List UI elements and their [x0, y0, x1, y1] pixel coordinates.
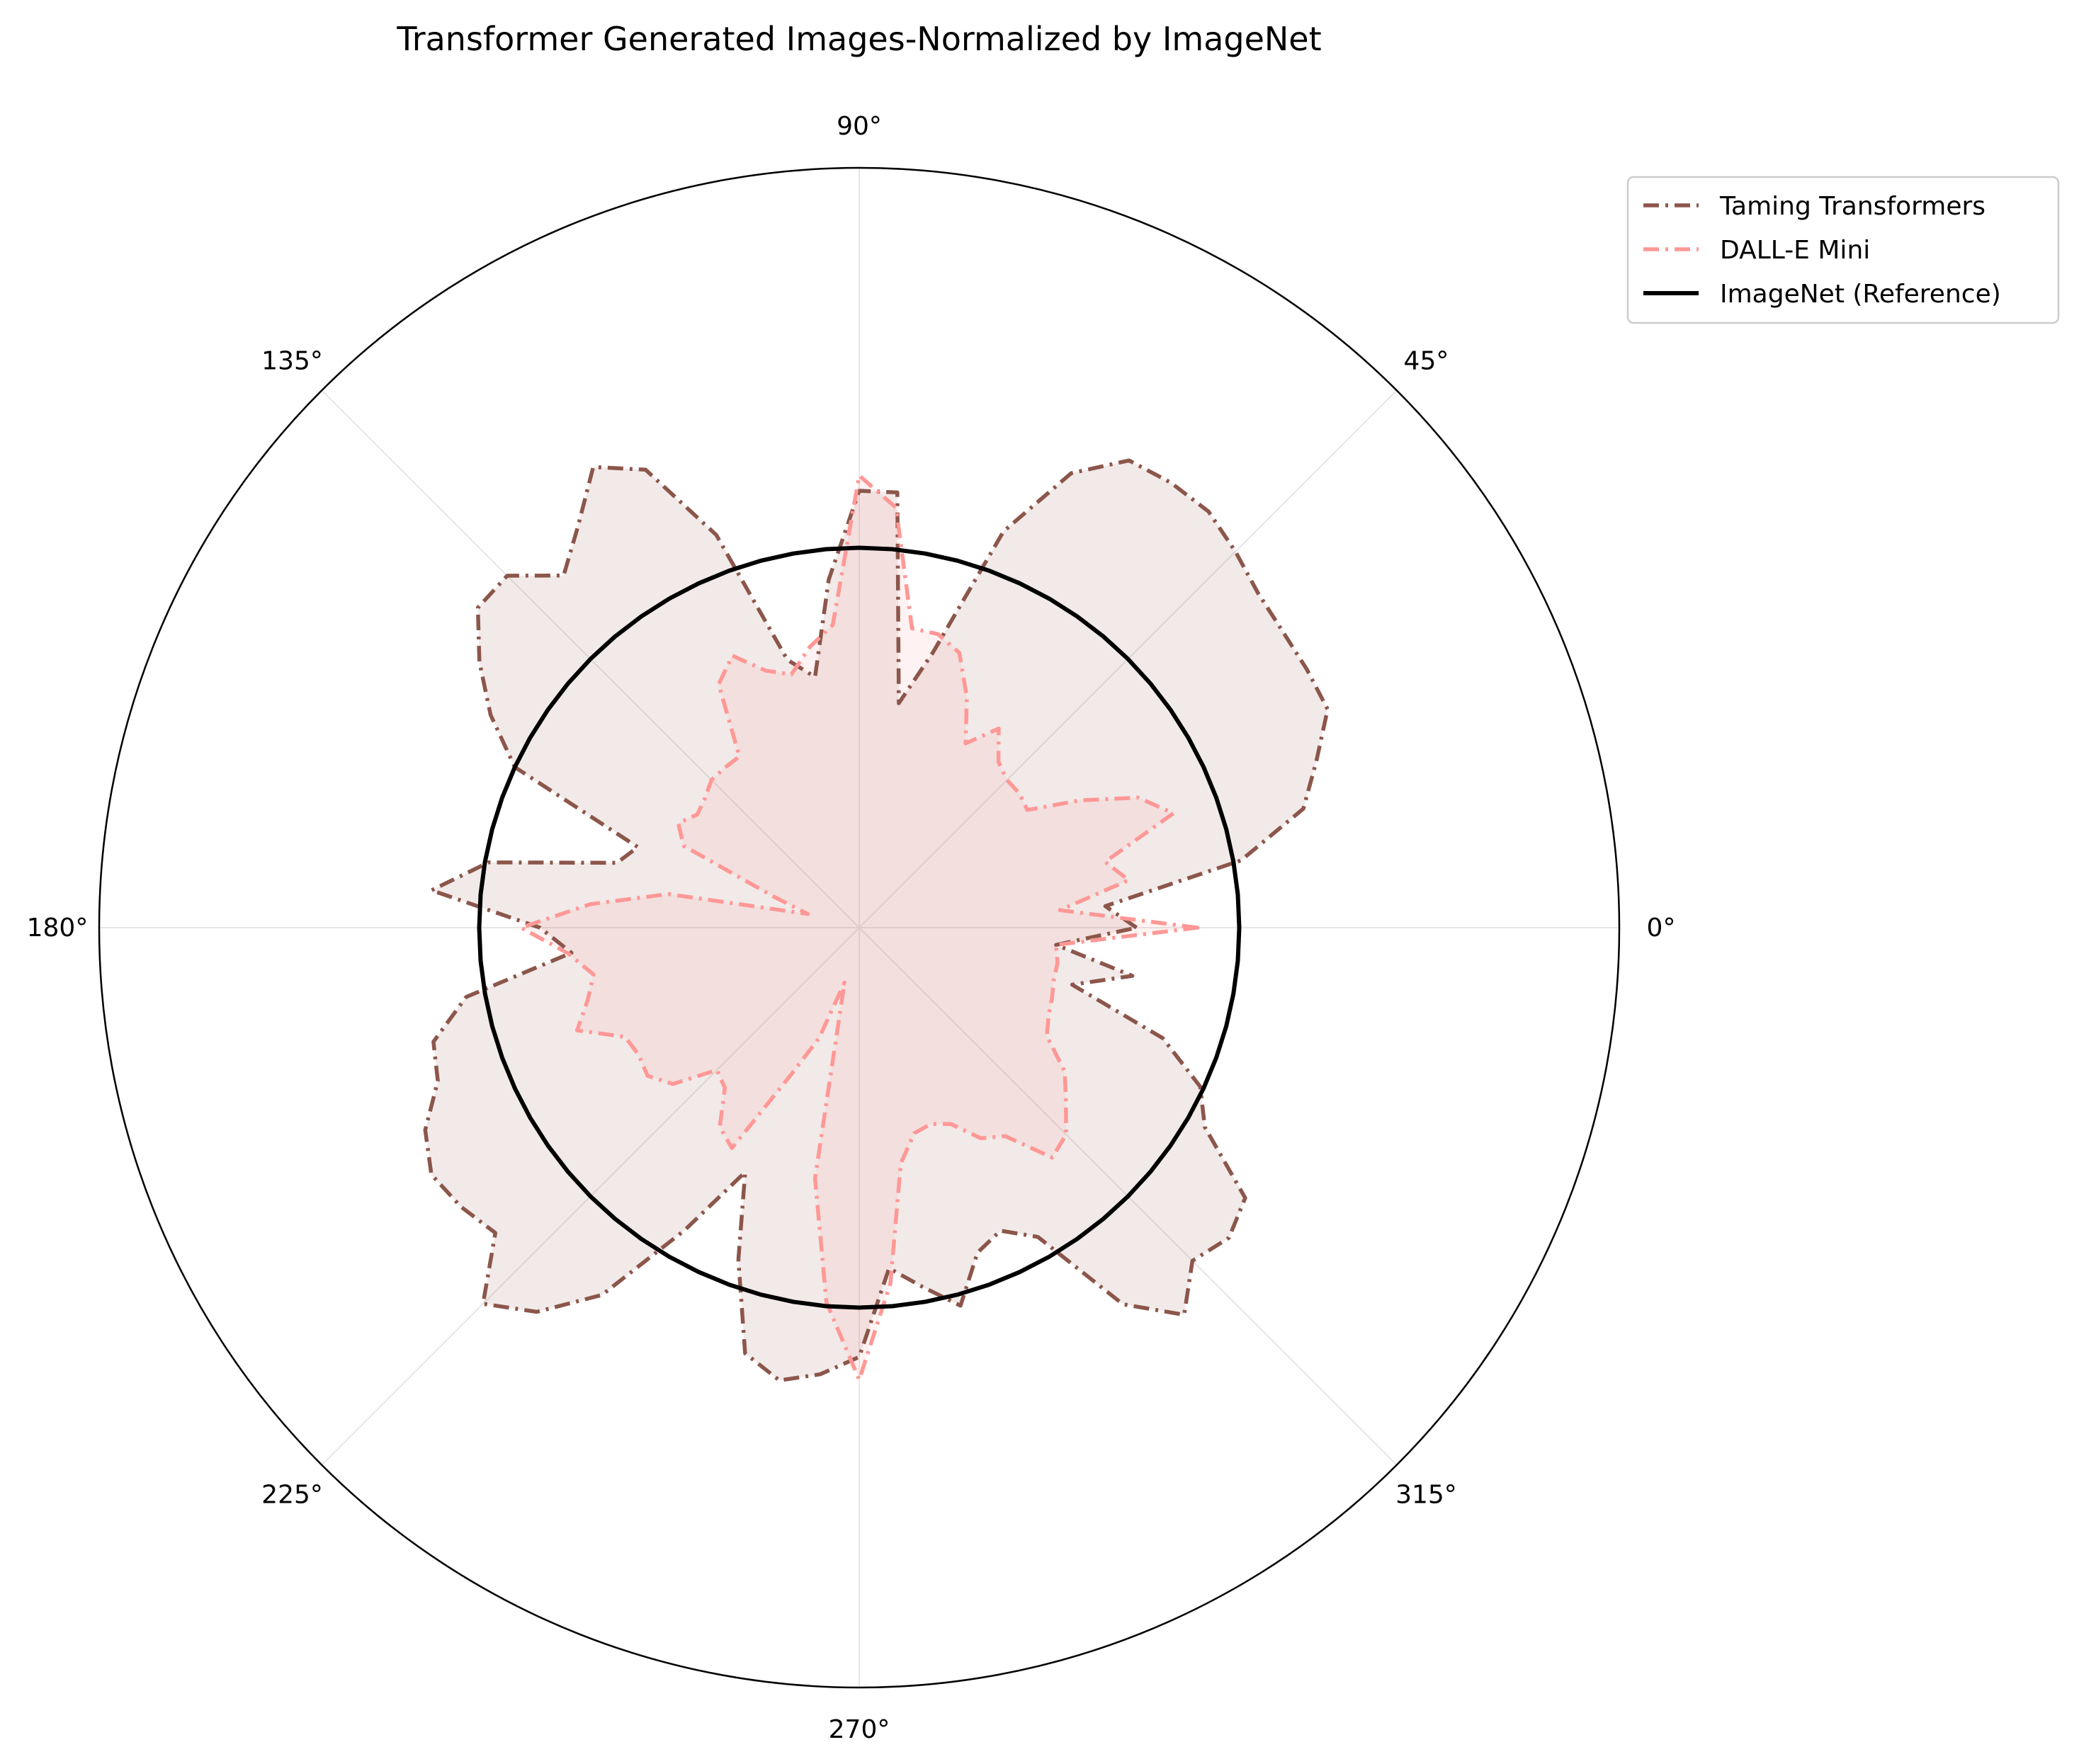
series-fill-1	[521, 475, 1198, 1380]
angle-tick-label: 225°	[261, 1480, 323, 1509]
angle-tick-labels: 0° 45° 90° 135° 180° 225° 270° 315°	[27, 112, 1676, 1744]
legend-label: Taming Transformers	[1719, 192, 1985, 221]
series-line-2	[477, 545, 1242, 1310]
legend-label: DALL-E Mini	[1720, 236, 1870, 265]
angle-tick-label: 180°	[27, 914, 89, 943]
angle-tick-label: 45°	[1404, 347, 1449, 376]
series-lines	[423, 458, 1330, 1383]
angle-tick-label: 135°	[261, 347, 323, 376]
series-line-1	[519, 473, 1200, 1382]
series-line-0	[423, 458, 1330, 1383]
legend-frame	[1626, 176, 2060, 324]
angle-tick-label: 270°	[829, 1715, 890, 1744]
chart-title: Transformer Generated Images-Normalized …	[396, 20, 1321, 58]
angle-tick-label: 315°	[1395, 1480, 1457, 1509]
series-fills	[425, 460, 1328, 1381]
series-fill-0	[425, 460, 1328, 1381]
outer-circle	[98, 166, 1621, 1689]
angle-tick-label: 90°	[837, 112, 882, 141]
angle-tick-label: 0°	[1647, 914, 1676, 943]
legend: Taming Transformers DALL-E Mini ImageNet (…	[1626, 176, 2060, 324]
legend-label: ImageNet (Reference)	[1720, 280, 2001, 309]
